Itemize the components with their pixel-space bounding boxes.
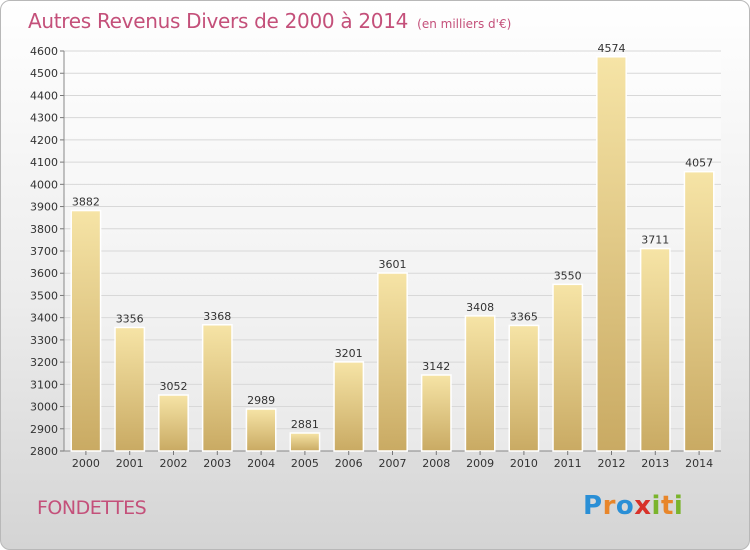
x-tick-label-2000: 2000 [72,457,100,470]
y-tick-label: 4400 [30,89,58,102]
y-tick-label: 3000 [30,401,58,414]
x-tick-label-2010: 2010 [510,457,538,470]
x-tick-label-2013: 2013 [641,457,669,470]
city-name: FONDETTES [37,497,147,519]
chart-title: Autres Revenus Divers de 2000 à 2014 [28,9,409,33]
value-label-2009: 3408 [466,301,494,314]
x-tick-label-2014: 2014 [685,457,713,470]
y-tick-label: 3400 [30,312,58,325]
y-tick-label: 2900 [30,423,58,436]
bar-2004 [245,408,277,452]
chart-subtitle: (en milliers d'€) [417,17,512,31]
bar-2006 [333,361,365,452]
bar-2000 [70,209,102,452]
value-label-2006: 3201 [335,347,363,360]
bar-2012 [596,56,627,452]
bar-2007 [377,272,408,452]
logo-letter: t [660,491,674,521]
value-label-2001: 3356 [116,312,144,325]
bar-2010 [508,324,540,452]
x-tick-label-2007: 2007 [379,457,407,470]
proxiti-logo: Proxiti [583,491,683,521]
y-tick-label: 4100 [30,156,58,169]
logo-letter: P [583,491,603,521]
bar-2003 [201,324,233,452]
x-tick-label-2001: 2001 [116,457,144,470]
logo-letter: x [634,491,652,521]
y-tick-label: 4300 [30,112,58,125]
bar-2009 [464,315,496,452]
y-tick-label: 4600 [30,45,58,58]
x-tick-label-2005: 2005 [291,457,319,470]
value-label-2008: 3142 [422,360,450,373]
value-label-2004: 2989 [247,394,275,407]
logo-letter: i [673,491,684,521]
bar-2014 [683,170,715,452]
value-label-2013: 3711 [641,234,669,247]
y-tick-label: 2800 [30,445,58,458]
value-label-2000: 3882 [72,196,100,209]
x-tick-label-2004: 2004 [247,457,275,470]
bar-2001 [114,326,146,452]
x-tick-label-2008: 2008 [422,457,450,470]
x-tick-label-2011: 2011 [554,457,582,470]
bar-2013 [639,247,671,452]
y-tick-label: 4500 [30,67,58,80]
x-tick-label-2006: 2006 [335,457,363,470]
y-tick-label: 4000 [30,178,58,191]
bar-2005 [289,432,321,452]
logo-letter: r [602,491,616,521]
y-tick-label: 3300 [30,334,58,347]
y-tick-label: 3600 [30,267,58,280]
x-tick-label-2002: 2002 [160,457,188,470]
y-tick-label: 3100 [30,378,58,391]
y-tick-label: 3500 [30,289,58,302]
y-tick-label: 3200 [30,356,58,369]
logo-letter: o [615,491,635,521]
value-label-2012: 4574 [598,42,626,55]
bar-2002 [158,394,189,452]
value-label-2011: 3550 [554,269,582,282]
value-label-2005: 2881 [291,418,319,431]
value-label-2010: 3365 [510,310,538,323]
y-tick-label: 3700 [30,245,58,258]
value-label-2003: 3368 [203,310,231,323]
x-tick-label-2003: 2003 [203,457,231,470]
bar-2008 [420,374,452,452]
logo-letter: i [651,491,661,521]
y-tick-label: 3900 [30,201,58,214]
chart-title-block: Autres Revenus Divers de 2000 à 2014 (en… [28,9,511,33]
value-label-2002: 3052 [160,380,188,393]
y-tick-label: 3800 [30,223,58,236]
x-tick-label-2009: 2009 [466,457,494,470]
value-label-2014: 4057 [685,157,713,170]
y-tick-label: 4200 [30,134,58,147]
bar-2011 [552,283,584,452]
value-label-2007: 3601 [379,258,407,271]
x-tick-label-2012: 2012 [598,457,626,470]
